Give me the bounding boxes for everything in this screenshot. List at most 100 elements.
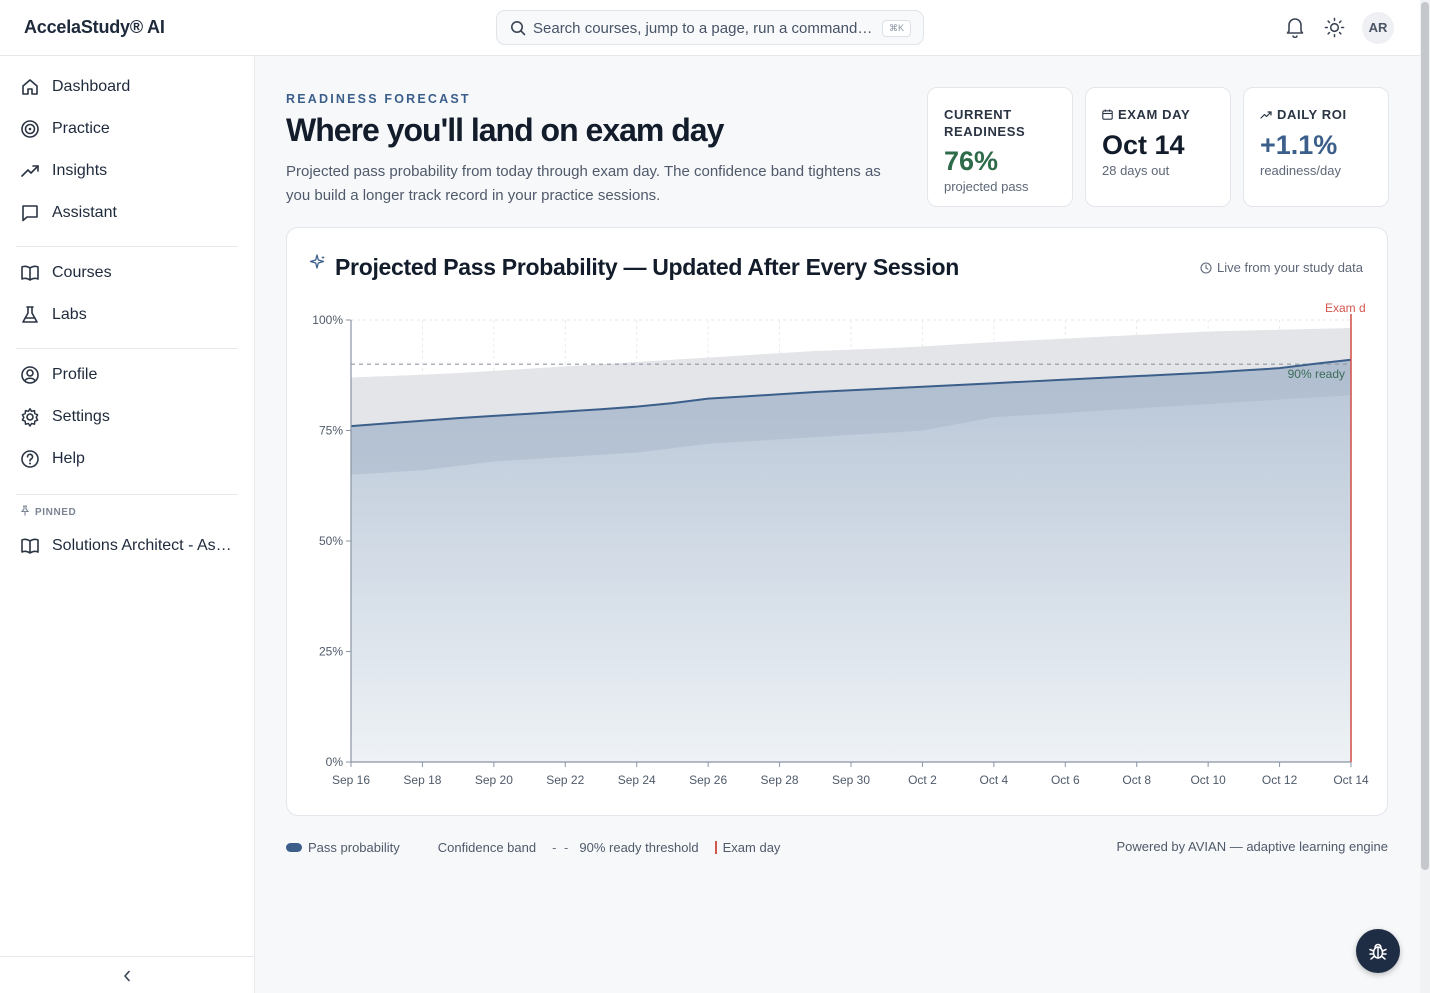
y-tick-label: 25% (319, 645, 343, 659)
brand-logo[interactable]: AccelaStudy® AI (24, 17, 165, 37)
stat-card-current-readiness: CURRENT READINESS 76% projected pass (927, 87, 1073, 207)
sidebar-item-labs[interactable]: Labs (20, 302, 87, 328)
collapse-sidebar-button[interactable] (0, 956, 254, 993)
chat-icon (20, 203, 40, 223)
search-shortcut: ⌘K (881, 20, 911, 37)
sidebar-item-practice[interactable]: Practice (20, 116, 110, 142)
sidebar-item-dashboard[interactable]: Dashboard (20, 74, 130, 100)
x-tick-label: Sep 30 (832, 773, 870, 787)
help-icon (20, 449, 40, 469)
y-tick-label: 50% (319, 534, 343, 548)
bell-icon[interactable] (1285, 16, 1305, 43)
x-tick-label: Oct 2 (908, 773, 937, 787)
x-tick-label: Oct 12 (1262, 773, 1298, 787)
x-tick-label: Sep 24 (618, 773, 656, 787)
legend-swatch-pass (286, 842, 302, 852)
trending-up-icon (20, 161, 40, 181)
sidebar-item-assistant[interactable]: Assistant (20, 200, 117, 226)
sidebar-item-label: Settings (52, 408, 110, 425)
sidebar-item-label: Practice (52, 120, 110, 137)
book-icon (20, 536, 40, 556)
threshold-label: 90% ready (1288, 367, 1345, 381)
x-tick-label: Oct 8 (1122, 773, 1151, 787)
bug-icon (1367, 940, 1389, 962)
pinned-item-label: Solutions Architect - As… (52, 537, 232, 554)
trending-up-icon (1260, 110, 1272, 120)
x-tick-label: Oct 4 (980, 773, 1009, 787)
clock-icon (1200, 261, 1212, 274)
pinned-item-course[interactable]: Solutions Architect - As… (20, 533, 232, 559)
search-input[interactable] (533, 17, 873, 39)
sidebar-divider (16, 494, 238, 495)
sidebar-item-label: Dashboard (52, 78, 131, 95)
sidebar-item-help[interactable]: Help (20, 446, 85, 472)
home-icon (20, 77, 40, 97)
forecast-chart: 0% 25% 50% 75% 100% Sep 16 Sep 18 Sep 20 Sep 22 S… (312, 301, 1369, 787)
pass-probability-area (351, 359, 1351, 762)
page-scrollbar[interactable] (1420, 0, 1430, 993)
sidebar-item-label: Labs (52, 306, 87, 323)
stat-value: +1.1% (1260, 130, 1338, 160)
gear-icon (20, 407, 40, 427)
x-tick-label: Sep 20 (475, 773, 513, 787)
pass-probability-line (350, 358, 1352, 428)
x-tick-label: Sep 18 (403, 773, 441, 787)
stat-value: 76% (944, 146, 999, 176)
live-data-indicator: Live from your study data (1200, 260, 1363, 275)
x-tick-label: Sep 22 (546, 773, 584, 787)
sidebar-divider (16, 246, 238, 247)
scrollbar-thumb[interactable] (1421, 2, 1429, 870)
x-tick-label: Oct 14 (1333, 773, 1369, 787)
target-icon (20, 119, 40, 139)
powered-by-label: Powered by AVIAN — adaptive learning eng… (1116, 839, 1388, 854)
x-tick-label: Sep 16 (332, 773, 370, 787)
stat-label: DAILY ROI (1260, 106, 1347, 123)
sparkle-icon (309, 254, 327, 277)
x-tick-label: Oct 10 (1190, 773, 1226, 787)
command-search[interactable]: ⌘K (496, 10, 924, 45)
stat-card-daily-roi: DAILY ROI +1.1% readiness/day (1243, 87, 1389, 207)
page-title: Where you'll land on exam day (286, 112, 724, 148)
chart-title: Projected Pass Probability — Updated Aft… (335, 254, 959, 280)
chevron-left-icon (122, 969, 132, 986)
stat-card-exam-day: EXAM DAY Oct 14 28 days out (1085, 87, 1231, 207)
legend-item-band: Confidence band (437, 839, 537, 855)
user-avatar[interactable]: AR (1362, 12, 1394, 44)
sidebar-item-label: Assistant (52, 204, 117, 221)
search-icon (510, 20, 526, 41)
sidebar-item-profile[interactable]: Profile (20, 362, 97, 388)
top-bar: AccelaStudy® AI ⌘K AR (0, 0, 1420, 56)
legend-swatch-threshold: - - (552, 839, 571, 855)
theme-toggle-sun-icon[interactable] (1324, 17, 1345, 43)
sidebar-item-courses[interactable]: Courses (20, 260, 112, 286)
confidence-band-lower (351, 359, 1351, 475)
stat-sub: projected pass (944, 179, 1029, 194)
sidebar-item-label: Courses (52, 264, 112, 281)
stat-sub: readiness/day (1260, 163, 1341, 178)
sidebar-item-label: Help (52, 450, 85, 467)
stat-label: EXAM DAY (1102, 106, 1190, 123)
legend-swatch-exam (714, 840, 717, 854)
x-tick-label: Sep 26 (689, 773, 727, 787)
y-tick-label: 100% (312, 313, 343, 327)
sidebar-item-settings[interactable]: Settings (20, 404, 110, 430)
report-bug-button[interactable] (1356, 929, 1400, 973)
legend-item-pass: Pass probability (286, 840, 400, 855)
sidebar-item-label: Insights (52, 162, 108, 179)
stat-value: Oct 14 (1102, 130, 1185, 160)
y-tick-label: 0% (326, 755, 344, 769)
pinned-section-label: PINNED (20, 505, 76, 519)
forecast-chart-card: 0% 25% 50% 75% 100% Sep 16 Sep 18 Sep 20 Sep 22 S… (286, 227, 1388, 816)
x-tick-label: Sep 28 (761, 773, 799, 787)
book-icon (20, 263, 40, 283)
sidebar: Dashboard Practice Insights Assistant Co… (0, 56, 255, 993)
sidebar-divider (16, 348, 238, 349)
x-tick-label: Oct 6 (1051, 773, 1080, 787)
exam-day-label: Exam d (1325, 301, 1366, 315)
pin-icon (20, 505, 30, 519)
legend-item-threshold: - - 90% ready threshold (552, 839, 699, 855)
stat-sub: 28 days out (1102, 163, 1170, 178)
sidebar-item-insights[interactable]: Insights (20, 158, 107, 184)
calendar-icon (1102, 109, 1113, 120)
eyebrow-label: READINESS FORECAST (286, 92, 471, 106)
